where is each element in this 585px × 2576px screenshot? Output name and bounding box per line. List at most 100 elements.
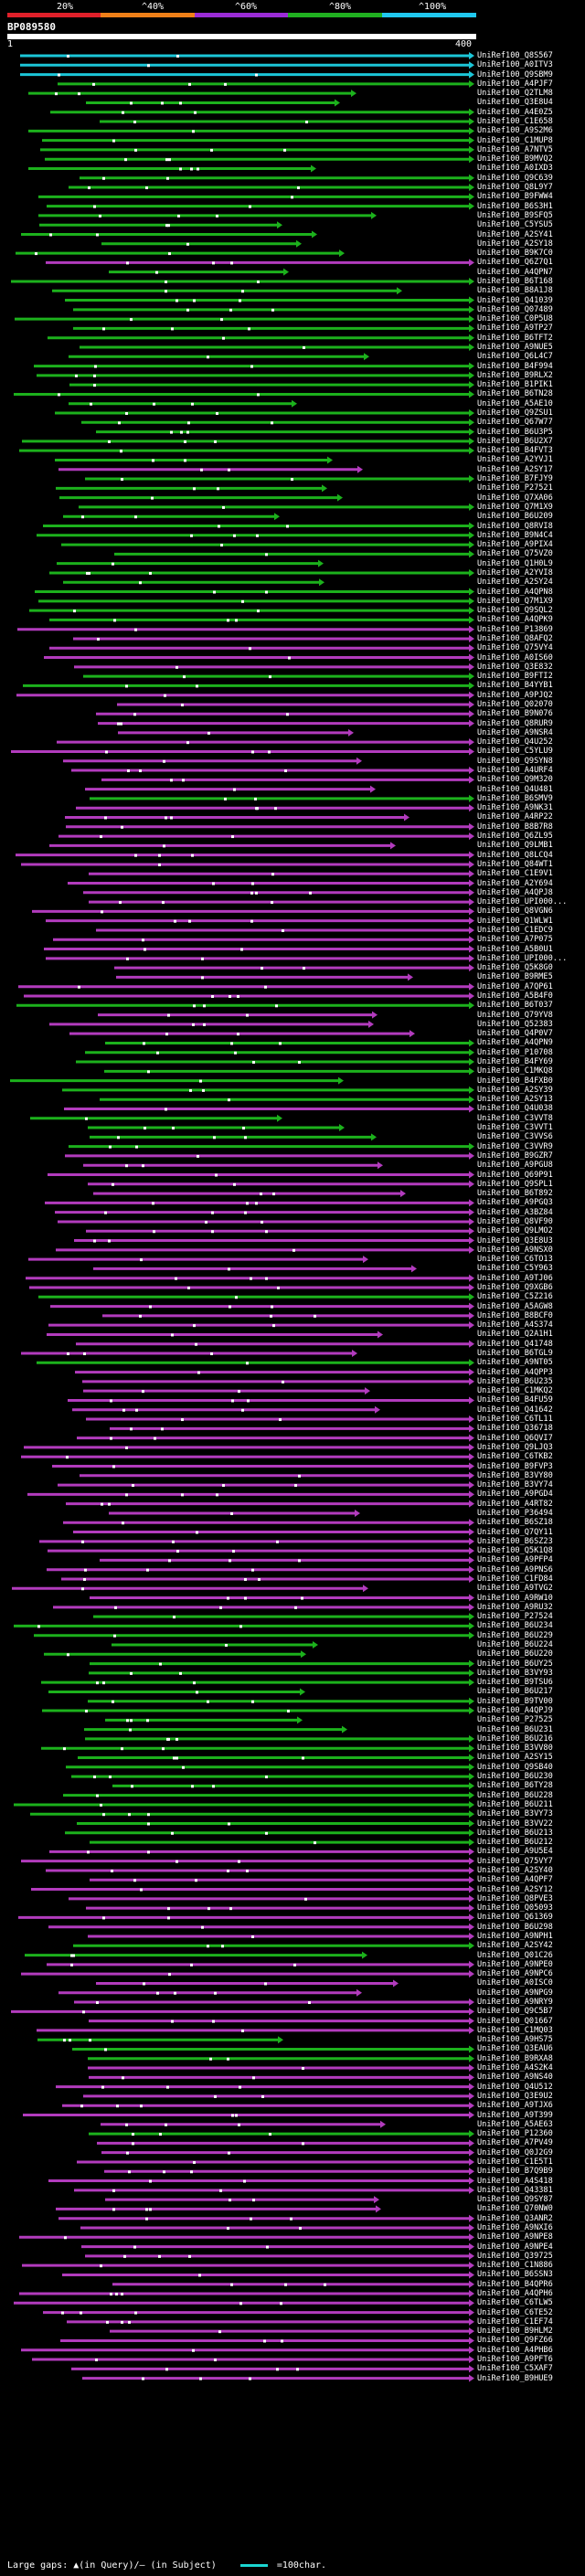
hit-label[interactable]: UniRef100_A2SY24 xyxy=(477,578,553,588)
hit-label[interactable]: UniRef100_A9TJ06 xyxy=(477,1273,553,1283)
hit-label[interactable]: UniRef100_Q8L9Y7 xyxy=(477,183,553,193)
hit-label[interactable]: UniRef100_A9PIX4 xyxy=(477,540,553,550)
hit-label[interactable]: UniRef100_A4QPP3 xyxy=(477,1367,553,1377)
hit-label[interactable]: UniRef100_B9FTI2 xyxy=(477,672,553,682)
hit-label[interactable]: UniRef100_Q9SPL1 xyxy=(477,1179,553,1189)
hit-label[interactable]: UniRef100_B6U298 xyxy=(477,1922,553,1932)
hit-label[interactable]: UniRef100_A9NUE5 xyxy=(477,342,553,352)
hit-label[interactable]: UniRef100_Q05093 xyxy=(477,1903,553,1913)
hit-label[interactable]: UniRef100_A9NPG9 xyxy=(477,1988,553,1998)
hit-label[interactable]: UniRef100_Q9LJQ3 xyxy=(477,1442,553,1452)
hit-label[interactable]: UniRef100_B3VY93 xyxy=(477,1668,553,1678)
hit-label[interactable]: UniRef100_A2SY15 xyxy=(477,1753,553,1763)
hit-label[interactable]: UniRef100_A9U5E4 xyxy=(477,1847,553,1857)
hit-label[interactable]: UniRef100_B9HLM2 xyxy=(477,2327,553,2337)
hit-label[interactable]: UniRef100_A9PNS6 xyxy=(477,1564,553,1574)
hit-label[interactable]: UniRef100_Q75VY4 xyxy=(477,643,553,653)
hit-label[interactable]: UniRef100_B9RME5 xyxy=(477,972,553,982)
hit-label[interactable]: UniRef100_Q79YV8 xyxy=(477,1010,553,1020)
hit-label[interactable]: UniRef100_UPI000... xyxy=(477,897,568,907)
hit-label[interactable]: UniRef100_Q8RVI8 xyxy=(477,521,553,531)
hit-label[interactable]: UniRef100_B6SZ18 xyxy=(477,1518,553,1528)
hit-label[interactable]: UniRef100_Q01667 xyxy=(477,2016,553,2026)
hit-label[interactable]: UniRef100_B6U224 xyxy=(477,1640,553,1649)
hit-label[interactable]: UniRef100_Q9C5B7 xyxy=(477,2007,553,2017)
hit-label[interactable]: UniRef100_Q75VY7 xyxy=(477,1856,553,1866)
hit-label[interactable]: UniRef100_B6U228 xyxy=(477,1790,553,1800)
hit-label[interactable]: UniRef100_Q1WLW1 xyxy=(477,916,553,926)
hit-label[interactable]: UniRef100_B7FJY9 xyxy=(477,474,553,484)
hit-label[interactable]: UniRef100_A3BZ84 xyxy=(477,1207,553,1217)
hit-label[interactable]: UniRef100_A9T399 xyxy=(477,2110,553,2120)
hit-label[interactable]: UniRef100_A4QPF7 xyxy=(477,1875,553,1885)
hit-label[interactable]: UniRef100_Q5K8G0 xyxy=(477,963,553,973)
hit-label[interactable]: UniRef100_Q9FZ66 xyxy=(477,2336,553,2346)
hit-label[interactable]: UniRef100_Q4U038 xyxy=(477,1104,553,1114)
hit-label[interactable]: UniRef100_A2SY40 xyxy=(477,1865,553,1875)
hit-label[interactable]: UniRef100_A9NPH1 xyxy=(477,1932,553,1941)
hit-label[interactable]: UniRef100_Q8VF90 xyxy=(477,1216,553,1226)
hit-label[interactable]: UniRef100_B6U220 xyxy=(477,1649,553,1659)
hit-label[interactable]: UniRef100_B6U231 xyxy=(477,1724,553,1734)
hit-label[interactable]: UniRef100_C6TKB2 xyxy=(477,1452,553,1462)
hit-label[interactable]: UniRef100_C1EF74 xyxy=(477,2316,553,2327)
hit-label[interactable]: UniRef100_A2YVJ1 xyxy=(477,455,553,465)
hit-label[interactable]: UniRef100_Q02070 xyxy=(477,700,553,709)
hit-label[interactable]: UniRef100_Q41748 xyxy=(477,1339,553,1349)
hit-label[interactable]: UniRef100_B3VV22 xyxy=(477,1818,553,1829)
hit-label[interactable]: UniRef100_Q3E832 xyxy=(477,662,553,672)
hit-label[interactable]: UniRef100_Q2TLM8 xyxy=(477,89,553,99)
hit-label[interactable]: UniRef100_Q5K1Q8 xyxy=(477,1546,553,1556)
hit-label[interactable]: UniRef100_P27524 xyxy=(477,1612,553,1622)
hit-label[interactable]: UniRef100_Q70NW0 xyxy=(477,2204,553,2214)
hit-label[interactable]: UniRef100_B4F994 xyxy=(477,361,553,371)
hit-label[interactable]: UniRef100_Q3E8U4 xyxy=(477,98,553,108)
hit-label[interactable]: UniRef100_Q3ANR2 xyxy=(477,2213,553,2223)
hit-label[interactable]: UniRef100_B6U216 xyxy=(477,1733,553,1744)
hit-label[interactable]: UniRef100_Q6L4C7 xyxy=(477,352,553,362)
hit-label[interactable]: UniRef100_C5YSU5 xyxy=(477,220,553,230)
hit-label[interactable]: UniRef100_B6U209 xyxy=(477,512,553,522)
hit-label[interactable]: UniRef100_Q4U481 xyxy=(477,784,553,794)
hit-label[interactable]: UniRef100_Q41642 xyxy=(477,1405,553,1415)
hit-label[interactable]: UniRef100_B8B7R8 xyxy=(477,822,553,832)
hit-label[interactable]: UniRef100_Q41039 xyxy=(477,295,553,305)
hit-label[interactable]: UniRef100_A2SY12 xyxy=(477,1884,553,1894)
hit-label[interactable]: UniRef100_Q9SBM9 xyxy=(477,69,553,80)
hit-label[interactable]: UniRef100_A7QP61 xyxy=(477,981,553,991)
hit-label[interactable]: UniRef100_C1N886 xyxy=(477,2261,553,2271)
hit-label[interactable]: UniRef100_Q39725 xyxy=(477,2251,553,2261)
hit-label[interactable]: UniRef100_P13869 xyxy=(477,624,553,634)
hit-label[interactable]: UniRef100_B6TY28 xyxy=(477,1781,553,1791)
hit-label[interactable]: UniRef100_B6U234 xyxy=(477,1621,553,1631)
hit-label[interactable]: UniRef100_B9N076 xyxy=(477,709,553,719)
hit-label[interactable]: UniRef100_C1MKQ8 xyxy=(477,1066,553,1076)
hit-label[interactable]: UniRef100_Q2A1H1 xyxy=(477,1330,553,1340)
hit-label[interactable]: UniRef100_B6U3P5 xyxy=(477,427,553,437)
hit-label[interactable]: UniRef100_B6TFT2 xyxy=(477,333,553,343)
hit-label[interactable]: UniRef100_Q8VGN6 xyxy=(477,906,553,917)
hit-label[interactable]: UniRef100_A7PV49 xyxy=(477,2138,553,2148)
hit-label[interactable]: UniRef100_A4QPJ9 xyxy=(477,1706,553,1716)
hit-label[interactable]: UniRef100_B4FY69 xyxy=(477,1057,553,1067)
hit-label[interactable]: UniRef100_C6TE52 xyxy=(477,2307,553,2317)
hit-label[interactable]: UniRef100_B6T892 xyxy=(477,1189,553,1199)
hit-label[interactable]: UniRef100_B8A1J8 xyxy=(477,286,553,296)
hit-label[interactable]: UniRef100_B4FXB0 xyxy=(477,1076,553,1086)
hit-label[interactable]: UniRef100_B9TSU6 xyxy=(477,1678,553,1688)
hit-label[interactable]: UniRef100_A9PFP4 xyxy=(477,1555,553,1565)
hit-label[interactable]: UniRef100_C3VVT8 xyxy=(477,1113,553,1123)
hit-label[interactable]: UniRef100_A4S418 xyxy=(477,2176,553,2186)
hit-label[interactable]: UniRef100_Q9SYN8 xyxy=(477,756,553,766)
hit-label[interactable]: UniRef100_Q9LMB1 xyxy=(477,841,553,851)
hit-label[interactable]: UniRef100_B6SMV9 xyxy=(477,793,553,803)
hit-label[interactable]: UniRef100_Q8LCQ4 xyxy=(477,850,553,860)
hit-label[interactable]: UniRef100_A4PJF7 xyxy=(477,79,553,89)
hit-label[interactable]: UniRef100_Q9C639 xyxy=(477,173,553,183)
hit-label[interactable]: UniRef100_A4S2K4 xyxy=(477,2063,553,2073)
hit-label[interactable]: UniRef100_C0P5U8 xyxy=(477,314,553,324)
hit-label[interactable]: UniRef100_B6U212 xyxy=(477,1838,553,1848)
hit-label[interactable]: UniRef100_A9PFT6 xyxy=(477,2355,553,2365)
hit-label[interactable]: UniRef100_A9PGU8 xyxy=(477,1161,553,1171)
hit-label[interactable]: UniRef100_UPI000... xyxy=(477,953,568,963)
